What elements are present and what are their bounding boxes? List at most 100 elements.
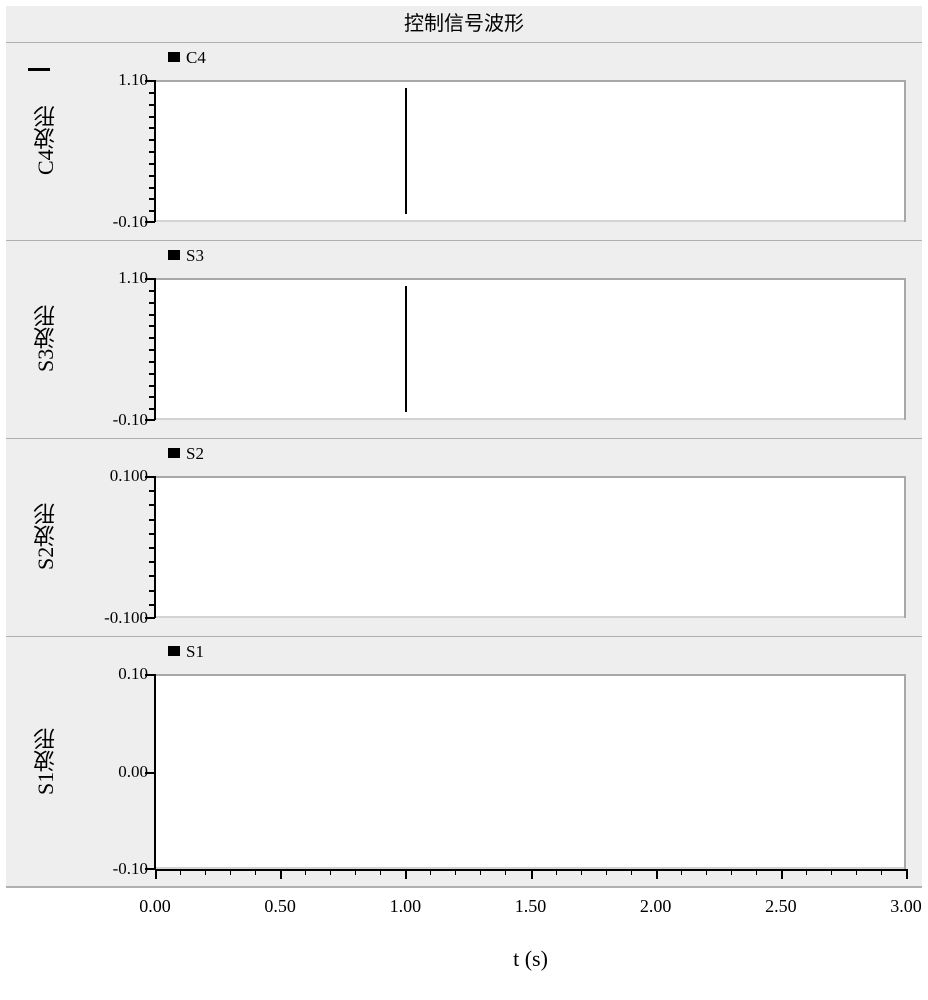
y-tick-label-mid: 0.00 <box>88 765 148 779</box>
plot-border-right <box>904 674 906 869</box>
y-tick-minor <box>149 408 155 410</box>
y-tick-minor <box>149 385 155 387</box>
y-tick-label-top: 0.10 <box>88 667 148 681</box>
y-tick-minor <box>149 490 155 492</box>
legend-marker <box>168 448 180 458</box>
plot-border-bottom <box>155 616 906 618</box>
x-tick-minor <box>706 869 707 875</box>
plot-area <box>155 674 906 869</box>
y-tick-minor <box>149 314 155 316</box>
plot-border-right <box>904 278 906 420</box>
y-tick-minor <box>149 590 155 592</box>
x-tick-minor <box>255 869 256 875</box>
y-axis-label: S1波形 <box>30 716 60 806</box>
x-tick-minor <box>856 869 857 875</box>
legend-marker <box>168 646 180 656</box>
y-tick-minor <box>149 127 155 129</box>
signal-pulse <box>405 286 407 412</box>
x-tick-minor <box>631 869 632 875</box>
y-tick-minor <box>149 373 155 375</box>
bottom-separator <box>6 886 922 888</box>
x-tick-minor <box>205 869 206 875</box>
y-tick-minor <box>149 302 155 304</box>
x-tick-minor <box>330 869 331 875</box>
y-tick-label-bottom: -0.10 <box>88 215 148 229</box>
plot-area <box>155 476 906 618</box>
x-tick <box>906 869 908 879</box>
y-tick-minor <box>149 533 155 535</box>
x-tick <box>531 869 533 879</box>
x-tick-label: 2.50 <box>756 896 806 917</box>
y-tick-minor <box>149 561 155 563</box>
y-tick-minor <box>149 187 155 189</box>
x-tick-label: 1.50 <box>506 896 556 917</box>
y-tick-minor <box>149 337 155 339</box>
plot-area <box>155 278 906 420</box>
y-tick-label-bottom: -0.10 <box>88 413 148 427</box>
x-tick-minor <box>581 869 582 875</box>
y-tick-label-bottom: -0.100 <box>88 611 148 625</box>
y-tick-minor <box>149 547 155 549</box>
x-tick-minor <box>380 869 381 875</box>
y-tick-label-bottom: -0.10 <box>88 862 148 876</box>
y-tick-minor <box>149 92 155 94</box>
x-tick-minor <box>556 869 557 875</box>
x-tick-minor <box>756 869 757 875</box>
chart-title: 控制信号波形 <box>6 6 922 42</box>
y-tick-minor <box>149 198 155 200</box>
x-tick-minor <box>355 869 356 875</box>
x-tick-minor <box>505 869 506 875</box>
signal-pulse <box>405 88 407 214</box>
x-tick-minor <box>806 869 807 875</box>
y-tick-label-top: 1.10 <box>88 73 148 87</box>
y-tick-minor <box>149 151 155 153</box>
legend-label: S3 <box>186 246 204 266</box>
x-tick-minor <box>230 869 231 875</box>
x-tick-label: 0.00 <box>130 896 180 917</box>
plot-border-right <box>904 80 906 222</box>
x-tick-minor <box>606 869 607 875</box>
y-tick-minor <box>149 349 155 351</box>
y-tick-minor <box>149 104 155 106</box>
plot-area <box>155 80 906 222</box>
y-tick-label-top: 0.100 <box>88 469 148 483</box>
y-axis-label: C4波形 <box>30 95 60 185</box>
legend-label: S1 <box>186 642 204 662</box>
y-tick-minor <box>149 504 155 506</box>
x-tick-minor <box>681 869 682 875</box>
x-tick <box>155 869 157 879</box>
x-tick-minor <box>731 869 732 875</box>
plot-border-top <box>155 476 906 478</box>
plot-border-bottom <box>155 418 906 420</box>
x-tick-label: 1.00 <box>380 896 430 917</box>
x-tick <box>781 869 783 879</box>
legend-label: S2 <box>186 444 204 464</box>
x-tick-minor <box>430 869 431 875</box>
y-tick-minor <box>149 163 155 165</box>
panel-separator <box>6 438 922 439</box>
x-tick-minor <box>180 869 181 875</box>
y-axis-label: S3波形 <box>30 293 60 383</box>
y-tick-minor <box>149 575 155 577</box>
y-tick-minor <box>149 210 155 212</box>
y-tick-minor <box>149 325 155 327</box>
x-tick <box>280 869 282 879</box>
y-axis-label: S2波形 <box>30 491 60 581</box>
y-tick-label-top: 1.10 <box>88 271 148 285</box>
plot-border-bottom <box>155 220 906 222</box>
x-tick-minor <box>455 869 456 875</box>
x-tick-minor <box>305 869 306 875</box>
legend-label: C4 <box>186 48 206 68</box>
x-axis-label: t (s) <box>501 946 561 972</box>
x-tick-minor <box>480 869 481 875</box>
x-tick-minor <box>831 869 832 875</box>
y-tick-minor <box>149 290 155 292</box>
plot-border-top <box>155 278 906 280</box>
y-tick-minor <box>149 175 155 177</box>
y-tick-minor <box>149 396 155 398</box>
y-tick-minor <box>149 604 155 606</box>
x-tick-label: 0.50 <box>255 896 305 917</box>
panel-separator <box>6 240 922 241</box>
legend-marker <box>168 250 180 260</box>
panel-separator <box>6 42 922 43</box>
